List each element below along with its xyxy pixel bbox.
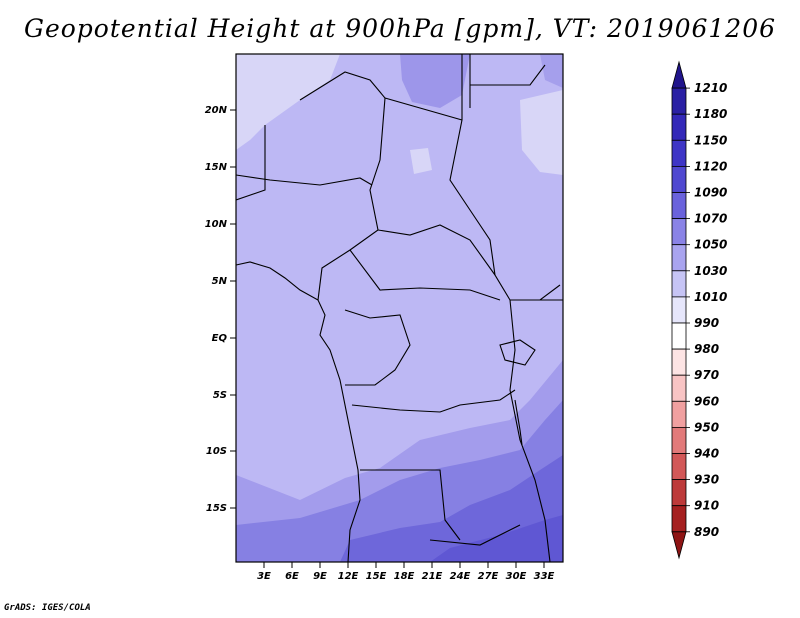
credit-text: GrADS: IGES/COLA	[4, 603, 91, 613]
colorbar-label: 940	[694, 447, 719, 461]
lon-label: 24E	[450, 571, 471, 582]
lat-label: 5N	[212, 276, 228, 287]
colorbar-segment	[671, 192, 687, 220]
lat-axis: 20N 15N 10N 5N EQ 5S 10S 15S	[205, 105, 236, 514]
colorbar-segment	[671, 296, 687, 324]
mid-patch-north	[400, 54, 470, 108]
colorbar-label: 1010	[694, 290, 727, 304]
lat-label: EQ	[212, 333, 228, 344]
colorbar-label: 970	[694, 368, 719, 382]
colorbar-segment	[671, 270, 687, 298]
colorbar-label: 950	[694, 420, 719, 434]
colorbar-label: 980	[694, 342, 719, 356]
colorbar-segment	[671, 244, 687, 272]
colorbar-label: 1090	[694, 186, 727, 200]
colorbar-label: 990	[694, 316, 719, 330]
border-rift	[509, 299, 551, 562]
lon-label: 21E	[422, 571, 443, 582]
colorbar-segment	[671, 218, 687, 246]
lat-label: 20N	[205, 105, 228, 116]
borders	[236, 54, 563, 562]
lon-label: 27E	[478, 571, 499, 582]
border-1	[236, 125, 266, 201]
lon-label: 12E	[338, 571, 359, 582]
lon-label: 9E	[313, 571, 327, 582]
lat-label: 5S	[213, 390, 227, 401]
colorbar-label: 1050	[694, 238, 727, 252]
lon-axis: 3E 6E 9E 12E 15E 18E 21E 24E 27E 30E 33E	[257, 562, 555, 582]
coastline-west	[236, 261, 361, 562]
colorbar-segment	[671, 505, 687, 533]
colorbar-label: 930	[694, 473, 719, 487]
border-angola	[351, 389, 516, 413]
lon-label: 15E	[366, 571, 387, 582]
border-car-south	[349, 249, 501, 301]
colorbar: 1210 1180 1150 1120 1090 1070 1050 1030 1010 990 9…	[671, 60, 727, 560]
border-cameroon	[299, 71, 386, 301]
colorbar-segment	[671, 479, 687, 507]
border-south	[429, 524, 521, 546]
lon-label: 6E	[285, 571, 299, 582]
lat-label: 15S	[206, 503, 227, 514]
colorbar-segment	[671, 453, 687, 481]
colorbar-segment	[671, 113, 687, 141]
border-car	[377, 224, 496, 276]
lake-victoria	[499, 339, 536, 366]
border-namibia	[360, 469, 461, 541]
colorbar-label: 890	[694, 525, 719, 539]
colorbar-label: 1210	[694, 81, 727, 95]
light-patch-center	[410, 148, 432, 174]
lat-label: 15N	[205, 162, 228, 173]
lat-label: 10S	[206, 446, 227, 457]
colorbar-segment	[671, 374, 687, 402]
lon-label: 30E	[506, 571, 527, 582]
border-egypt-sudan	[470, 64, 546, 86]
border-sudan	[449, 54, 561, 301]
border-libya	[384, 97, 463, 121]
colorbar-label: 910	[694, 499, 719, 513]
colorbar-label: 960	[694, 394, 719, 408]
colorbar-label: 1180	[694, 107, 727, 121]
colorbar-label: 1030	[694, 264, 727, 278]
colorbar-segment	[671, 165, 687, 193]
colorbar-segment	[671, 322, 687, 350]
colorbar-label: 1150	[694, 133, 727, 147]
border-congo	[344, 309, 411, 386]
band-1120	[430, 515, 563, 562]
map-frame	[235, 53, 564, 563]
lon-label: 18E	[394, 571, 415, 582]
colorbar-segment	[671, 400, 687, 428]
lon-label: 3E	[257, 571, 271, 582]
light-patch-northwest	[236, 54, 340, 150]
colorbar-segment	[671, 60, 687, 89]
colorbar-segment	[671, 348, 687, 376]
lake-tanganyika	[514, 399, 523, 446]
mid-patch-ne	[540, 54, 563, 88]
colorbar-label: 1120	[694, 159, 727, 173]
colorbar-segment	[671, 531, 687, 560]
lon-label: 33E	[534, 571, 555, 582]
colorbar-segment	[671, 426, 687, 454]
chart-title: Geopotential Height at 900hPa [gpm], VT:…	[23, 14, 777, 43]
height-field	[236, 54, 563, 562]
light-patch-northeast	[520, 90, 563, 175]
border-sahel	[236, 174, 373, 186]
lat-label: 10N	[205, 219, 228, 230]
colorbar-segment	[671, 139, 687, 167]
colorbar-label: 1070	[694, 212, 727, 226]
colorbar-segment	[671, 87, 687, 115]
